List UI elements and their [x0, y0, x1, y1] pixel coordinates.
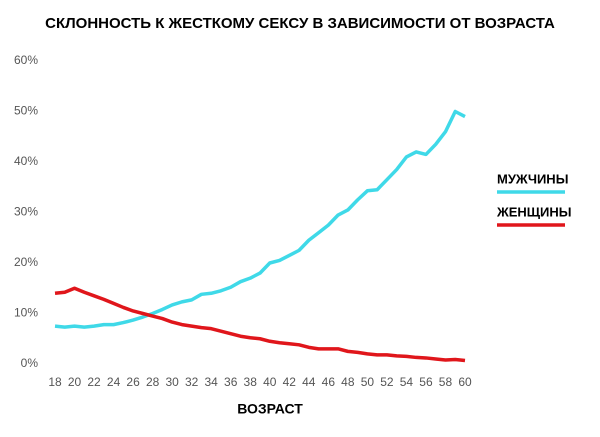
- x-tick-label: 32: [185, 375, 199, 389]
- y-tick-label: 0%: [21, 356, 39, 370]
- x-tick-label: 56: [419, 375, 433, 389]
- y-tick-label: 10%: [14, 306, 38, 320]
- x-tick-label: 52: [380, 375, 394, 389]
- legend-label: ЖЕНЩИНЫ: [496, 204, 572, 219]
- x-tick-label: 48: [341, 375, 355, 389]
- x-tick-label: 60: [458, 375, 472, 389]
- series-line: [54, 109, 466, 329]
- y-tick-label: 40%: [14, 154, 38, 168]
- x-tick-label: 50: [361, 375, 375, 389]
- x-tick-label: 22: [87, 375, 101, 389]
- x-tick-label: 34: [205, 375, 219, 389]
- x-tick-label: 42: [283, 375, 297, 389]
- x-tick-label: 54: [400, 375, 414, 389]
- x-tick-label: 26: [126, 375, 140, 389]
- x-axis-label: ВОЗРАСТ: [237, 401, 303, 417]
- x-tick-label: 28: [146, 375, 160, 389]
- series-line: [54, 286, 466, 363]
- x-tick-label: 46: [322, 375, 336, 389]
- x-tick-label: 36: [224, 375, 238, 389]
- y-tick-label: 60%: [14, 53, 38, 67]
- y-tick-label: 20%: [14, 255, 38, 269]
- x-tick-label: 30: [165, 375, 179, 389]
- x-tick-label: 58: [439, 375, 453, 389]
- chart-title: СКЛОННОСТЬ К ЖЕСТКОМУ СЕКСУ В ЗАВИСИМОСТ…: [45, 15, 555, 32]
- x-tick-label: 20: [68, 375, 82, 389]
- y-tick-label: 50%: [14, 104, 38, 118]
- x-tick-label: 38: [244, 375, 258, 389]
- x-tick-label: 44: [302, 375, 316, 389]
- x-tick-label: 18: [48, 375, 62, 389]
- x-tick-label: 40: [263, 375, 277, 389]
- y-tick-label: 30%: [14, 205, 38, 219]
- x-tick-label: 24: [107, 375, 121, 389]
- legend-label: МУЖЧИНЫ: [497, 171, 568, 186]
